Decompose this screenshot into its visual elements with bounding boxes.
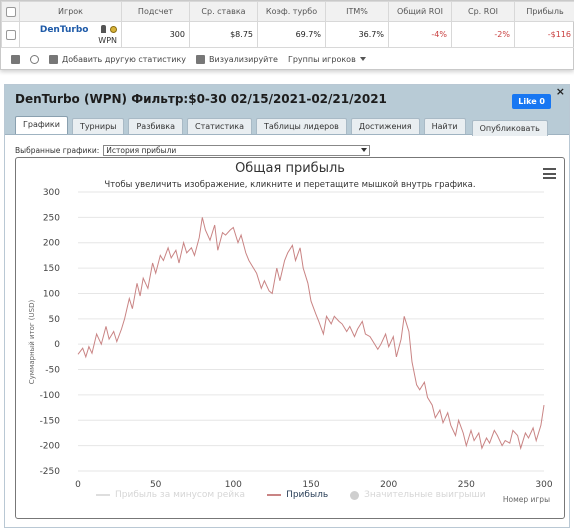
chart-grid	[78, 191, 544, 472]
legend-dot-swatch	[350, 490, 360, 500]
panel-header: DenTurbo (WPN) Фильтр:$0-30 02/15/2021-0…	[5, 85, 569, 113]
tab-breakdown[interactable]: Разбивка	[128, 118, 184, 134]
header-turbo-ratio[interactable]: Коэф. турбо	[257, 1, 326, 22]
y-tick-label: 0	[54, 340, 60, 350]
legend-label-big-wins: Значительные выигрыши	[364, 490, 486, 500]
trash-icon[interactable]	[11, 54, 20, 64]
player-groups-label: Группы игроков	[287, 54, 356, 64]
row-checkbox[interactable]	[5, 29, 16, 40]
total-roi-value: -4%	[388, 21, 452, 48]
header-count[interactable]: Подсчет	[121, 1, 190, 22]
profit-chart[interactable]: 300 250 200 150 100 50 0 -50 -100 -150 -200 -250 0 5…	[16, 158, 566, 520]
tab-tournaments[interactable]: Турниры	[71, 118, 125, 134]
chart-title: Общая прибыль	[235, 161, 345, 176]
header-player[interactable]: Игрок	[19, 1, 122, 22]
image-icon	[196, 54, 206, 64]
person-icon[interactable]	[101, 24, 106, 33]
legend-label-profit: Прибыль	[286, 490, 329, 500]
tab-bar: Графики Турниры Разбивка Статистика Табл…	[5, 113, 569, 136]
y-tick-label: 100	[43, 289, 60, 299]
y-tick-label: -50	[45, 366, 60, 376]
y-tick-label: 50	[49, 315, 61, 325]
player-name-link[interactable]: DenTurbo	[39, 24, 89, 35]
close-icon[interactable]: ×	[555, 85, 565, 98]
tab-publish[interactable]: Опубликовать	[471, 120, 548, 136]
series-line-profit	[77, 217, 545, 451]
player-site: WPN	[98, 35, 117, 45]
legend-label-net-profit: Прибыль за минусом рейка	[115, 490, 246, 500]
tab-charts[interactable]: Графики	[15, 116, 68, 134]
x-tick-label: 250	[458, 480, 475, 490]
legend-item-profit[interactable]: Прибыль	[267, 490, 328, 500]
legend-item-big-wins[interactable]: Значительные выигрыши	[350, 490, 486, 500]
header-avg-stake[interactable]: Ср. ставка	[189, 1, 258, 22]
panel-title: DenTurbo (WPN) Фильтр:$0-30 02/15/2021-0…	[15, 92, 387, 106]
chart-subtitle: Чтобы увеличить изображение, кликните и …	[104, 180, 476, 190]
row-select-cell	[1, 21, 20, 48]
header-itm[interactable]: ITM%	[325, 1, 389, 22]
avg-roi-value: -2%	[451, 21, 515, 48]
tab-leaderboards[interactable]: Таблицы лидеров	[256, 118, 347, 134]
chart-legend: Прибыль за минусом рейка Прибыль Значите…	[96, 490, 486, 500]
y-tick-label: -200	[40, 442, 61, 452]
medal-icon[interactable]	[110, 25, 117, 33]
player-icons	[101, 24, 117, 35]
main-panel: DenTurbo (WPN) Фильтр:$0-30 02/15/2021-0…	[4, 84, 570, 528]
add-stat-button[interactable]: Добавить другую статистику	[49, 54, 187, 64]
player-groups-dropdown[interactable]: Группы игроков	[288, 55, 366, 64]
stats-table: Игрок Подсчет Ср. ставка Коэф. турбо ITM…	[1, 1, 574, 48]
itm-value: 36.7%	[325, 21, 389, 48]
add-stat-label: Добавить другую статистику	[62, 54, 187, 64]
select-all-checkbox[interactable]	[5, 6, 16, 17]
chevron-down-icon	[361, 148, 368, 152]
tab-find[interactable]: Найти	[423, 118, 466, 134]
x-tick-label: 200	[380, 480, 397, 490]
turbo-ratio-value: 69.7%	[257, 21, 326, 48]
x-tick-label: 0	[75, 480, 81, 490]
chart-select-value: История прибыли	[106, 146, 177, 155]
x-tick-label: 50	[150, 480, 162, 490]
columns-icon	[49, 54, 58, 64]
select-all-header	[1, 1, 20, 22]
profit-value: -$116	[514, 21, 574, 48]
facebook-like-button[interactable]: Like 0	[512, 94, 551, 109]
x-tick-label: 150	[302, 480, 319, 490]
refresh-icon[interactable]	[30, 54, 39, 64]
y-axis-ticks: 300 250 200 150 100 50 0 -50 -100 -150 -200 -250	[40, 188, 61, 477]
legend-item-net-profit[interactable]: Прибыль за минусом рейка	[96, 490, 245, 500]
y-tick-label: 150	[43, 264, 60, 274]
y-tick-label: -250	[40, 467, 61, 477]
y-tick-label: 300	[43, 188, 60, 198]
visualize-button[interactable]: Визуализируйте	[196, 54, 278, 64]
x-tick-label: 100	[225, 480, 242, 490]
count-value: 300	[121, 21, 190, 48]
legend-line-swatch	[96, 494, 110, 496]
chart-select[interactable]: История прибыли	[103, 145, 371, 156]
table-row: DenTurbo WPN 300 $8.75 69.7% 36.7% -4% -…	[1, 21, 574, 48]
y-tick-label: -150	[40, 416, 61, 426]
chart-frame[interactable]: 300 250 200 150 100 50 0 -50 -100 -150 -200 -250 0 5…	[15, 157, 565, 519]
avg-stake-value: $8.75	[189, 21, 258, 48]
header-profit[interactable]: Прибыль	[514, 1, 574, 22]
chart-select-row: Выбранные графики: История прибыли	[15, 145, 371, 156]
menu-icon[interactable]	[543, 168, 556, 179]
x-tick-label: 300	[535, 480, 552, 490]
y-axis-label: Суммарный итог (USD)	[28, 299, 37, 385]
x-axis-label: Номер игры	[502, 495, 550, 504]
header-total-roi[interactable]: Общий ROI	[388, 1, 452, 22]
chart-select-label: Выбранные графики:	[15, 146, 100, 155]
legend-line-swatch	[267, 494, 282, 496]
header-avg-roi[interactable]: Ср. ROI	[451, 1, 515, 22]
chevron-down-icon	[359, 57, 366, 61]
player-cell: DenTurbo WPN	[19, 21, 122, 48]
visualize-label: Визуализируйте	[209, 54, 278, 64]
stats-panel: Игрок Подсчет Ср. ставка Коэф. турбо ITM…	[0, 0, 574, 70]
tab-statistics[interactable]: Статистика	[187, 118, 253, 134]
stats-toolbar: Добавить другую статистику Визуализируйт…	[1, 48, 573, 70]
y-tick-label: 250	[43, 213, 60, 223]
tab-achievements[interactable]: Достижения	[350, 118, 420, 134]
y-tick-label: 200	[43, 239, 60, 249]
y-tick-label: -100	[40, 391, 61, 401]
x-axis-ticks: 0 50 100 150 200 250 300	[75, 480, 553, 490]
